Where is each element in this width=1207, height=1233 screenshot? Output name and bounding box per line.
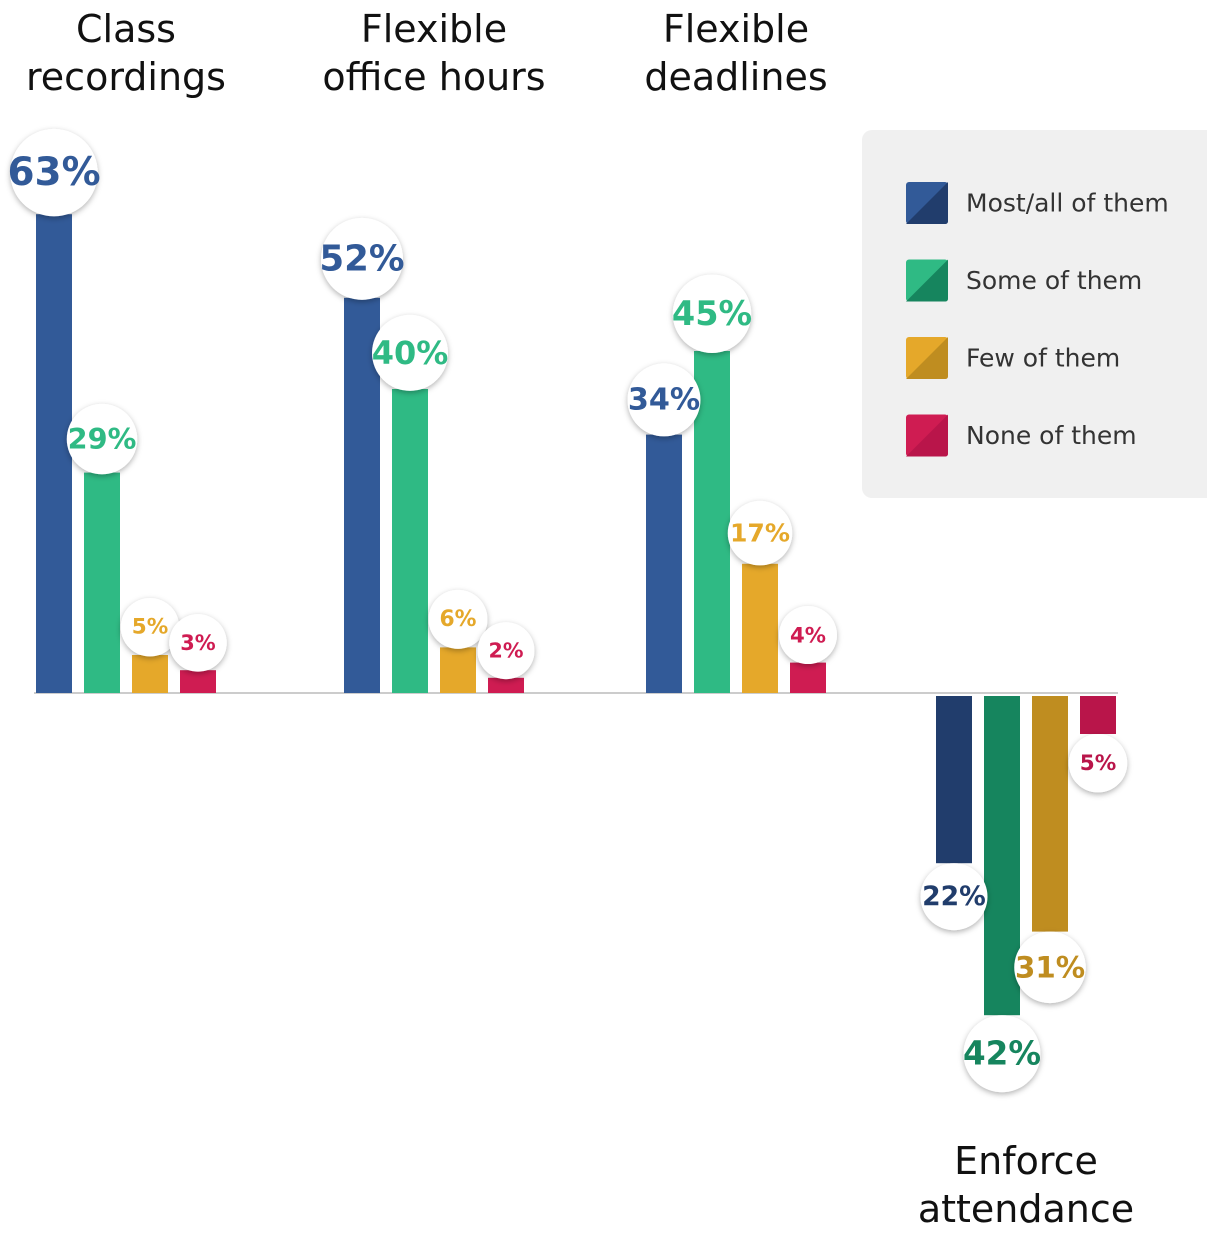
label-bubble xyxy=(321,217,403,300)
label-bubble xyxy=(779,606,837,665)
value-label-text: 52% xyxy=(319,238,404,279)
value-label-text: 42% xyxy=(963,1035,1041,1073)
value-label: 34% xyxy=(627,363,701,437)
label-bubble xyxy=(169,614,227,672)
value-label: 4% xyxy=(779,606,837,665)
value-label: 40% xyxy=(372,314,449,391)
label-bubble xyxy=(477,622,535,680)
bar xyxy=(488,677,524,693)
label-bubble xyxy=(66,403,138,475)
legend-swatch-shade xyxy=(906,259,948,302)
value-label: 2% xyxy=(477,622,535,680)
value-label-text: 5% xyxy=(132,615,169,640)
legend-box xyxy=(862,130,1207,498)
value-label: 45% xyxy=(672,274,752,353)
value-label-text: 40% xyxy=(372,334,449,372)
category-title: Enforce attendance xyxy=(917,1139,1135,1231)
legend-swatch-shade xyxy=(906,414,948,457)
bar xyxy=(1080,696,1116,734)
bar xyxy=(180,670,216,693)
category-title: Class recordings xyxy=(26,7,226,99)
label-bubble xyxy=(10,128,98,217)
label-bubble xyxy=(920,863,988,931)
value-label: 31% xyxy=(1014,931,1086,1004)
value-label-text: 31% xyxy=(1015,950,1085,984)
value-label-text: 17% xyxy=(730,519,790,548)
value-label-text: 22% xyxy=(922,881,986,912)
bar xyxy=(132,655,168,693)
value-label: 17% xyxy=(727,500,793,566)
legend-label: Few of them xyxy=(966,344,1120,373)
bar xyxy=(1032,696,1068,932)
label-bubble xyxy=(1068,734,1128,793)
bar xyxy=(392,389,428,693)
label-bubble xyxy=(428,589,488,649)
value-label-text: 34% xyxy=(628,382,700,417)
label-bubble xyxy=(727,500,793,566)
label-bubble xyxy=(120,597,180,657)
value-label: 6% xyxy=(428,589,488,649)
value-label: 5% xyxy=(120,597,180,657)
value-label-text: 4% xyxy=(790,623,826,648)
bar xyxy=(84,472,120,693)
category-title: Flexible deadlines xyxy=(644,7,828,99)
value-label-text: 5% xyxy=(1080,751,1117,776)
bar xyxy=(790,662,826,693)
value-label: 5% xyxy=(1068,734,1128,793)
legend-label: None of them xyxy=(966,421,1137,450)
bar xyxy=(440,647,476,693)
legend-label: Most/all of them xyxy=(966,189,1169,218)
label-bubble xyxy=(672,274,752,353)
value-label: 52% xyxy=(319,217,405,300)
value-label-text: 29% xyxy=(68,422,137,456)
bar xyxy=(984,696,1020,1016)
bar xyxy=(694,351,730,693)
bar xyxy=(646,434,682,693)
value-label: 22% xyxy=(920,863,988,931)
bar xyxy=(36,214,72,693)
value-label: 3% xyxy=(169,614,227,672)
label-bubble xyxy=(372,314,448,391)
value-label: 29% xyxy=(66,403,138,475)
label-bubble xyxy=(1014,931,1086,1004)
value-label-text: 3% xyxy=(180,631,216,655)
label-bubble xyxy=(627,363,701,437)
value-label: 42% xyxy=(963,1015,1041,1093)
bar xyxy=(742,563,778,693)
legend-swatch-shade xyxy=(906,182,948,224)
legend-label: Some of them xyxy=(966,266,1142,295)
value-label-text: 63% xyxy=(7,150,100,195)
value-label-text: 45% xyxy=(672,294,752,333)
label-bubble xyxy=(963,1015,1041,1093)
category-title: Flexible office hours xyxy=(322,7,546,99)
legend-swatch-shade xyxy=(906,337,948,379)
value-label-text: 6% xyxy=(439,607,476,632)
value-label: 63% xyxy=(7,128,101,217)
value-label-text: 2% xyxy=(489,639,524,663)
bar xyxy=(936,696,972,864)
